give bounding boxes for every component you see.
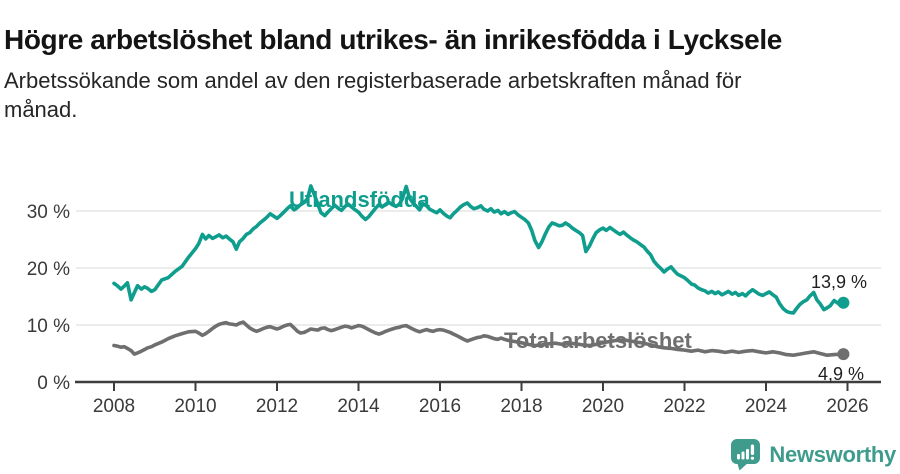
series-end-dot-0 <box>837 296 850 309</box>
y-axis-label: 0 % <box>37 373 70 394</box>
y-axis-label: 10 % <box>27 316 70 337</box>
series-line-1 <box>112 320 846 358</box>
x-axis-label: 2014 <box>337 396 380 417</box>
series-line-0 <box>112 184 846 315</box>
x-axis-label: 2012 <box>256 396 298 417</box>
series-label-utlandsfodda: Utlandsfödda <box>289 187 430 212</box>
subtitle-line-1: Arbetssökande som andel av den registerb… <box>4 68 742 93</box>
x-axis-label: 2026 <box>826 396 868 417</box>
series-end-dot-1 <box>837 348 850 361</box>
series-layer <box>112 184 850 361</box>
x-axis-label: 2018 <box>500 396 542 417</box>
x-axis-label: 2020 <box>582 396 624 417</box>
chart-subtitle: Arbetssökande som andel av den registerb… <box>4 66 864 124</box>
x-axis-label: 2022 <box>663 396 705 417</box>
series-label-total-arbetsloshet: Total arbetslöshet <box>504 328 693 353</box>
newsworthy-icon <box>731 439 761 471</box>
x-axis-label: 2008 <box>93 396 135 417</box>
brand-name: Newsworthy <box>769 441 896 467</box>
axes-layer: 0 % 10 % 20 % 30 % 2008 2010 2012 2014 2016 2018 2… <box>27 202 881 417</box>
speech-bubble-shape <box>731 439 761 471</box>
x-axis-label: 2024 <box>745 396 788 417</box>
newsworthy-logo: Newsworthy <box>730 438 896 471</box>
y-axis-label: 30 % <box>27 202 70 223</box>
bar-chart-glyph <box>737 449 750 460</box>
annotations-layer: Utlandsfödda Total arbetslöshet 13,9 % 4… <box>289 187 867 384</box>
subtitle-line-2: månad. <box>4 97 78 122</box>
exclamation-glyph <box>751 444 755 460</box>
end-value-label-utlandsfodda: 13,9 % <box>811 272 867 292</box>
x-axis-label: 2016 <box>419 396 461 417</box>
end-value-label-total: 4,9 % <box>818 364 864 384</box>
page-title: Högre arbetslöshet bland utrikes- än inr… <box>4 23 782 55</box>
x-axis-label: 2010 <box>174 396 216 417</box>
y-axis-label: 20 % <box>27 259 70 280</box>
